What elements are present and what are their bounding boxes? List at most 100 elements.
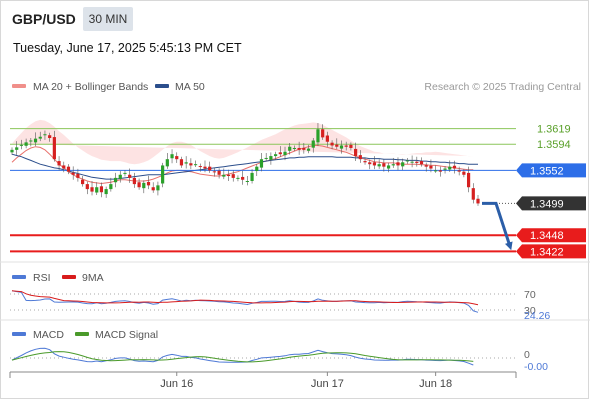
candle-down <box>52 137 56 160</box>
candle-up <box>10 149 14 153</box>
candles-group <box>10 123 480 206</box>
candle-down <box>62 165 66 169</box>
forecast-arrow <box>482 201 513 251</box>
candle-down <box>372 162 377 166</box>
candle-down <box>302 147 306 150</box>
candle-up <box>123 172 127 174</box>
candle-up <box>15 147 19 150</box>
candle-down <box>241 176 245 180</box>
candle-down <box>71 172 75 175</box>
ma50-legend-swatch <box>155 84 169 88</box>
candle-down <box>419 161 424 165</box>
x-tick-label: Jun 16 <box>160 378 193 390</box>
candle-up <box>184 162 188 164</box>
candle-down <box>457 170 461 172</box>
candle-down <box>363 161 367 163</box>
candle-up <box>250 172 254 181</box>
candle-down <box>462 171 466 175</box>
candle-down <box>179 159 184 166</box>
candle-down <box>198 166 202 168</box>
macd-signal-legend-label: MACD Signal <box>95 329 158 341</box>
candle-up <box>448 166 452 170</box>
ma50-legend-label: MA 50 <box>175 81 205 93</box>
candle-down <box>297 147 301 150</box>
macd-legend-label: MACD <box>33 329 64 341</box>
candle-up <box>104 189 108 195</box>
candle-up <box>156 185 160 191</box>
candle-down <box>146 181 151 186</box>
candle-up <box>401 162 405 167</box>
macd-current-label: -0.00 <box>524 361 548 373</box>
candle-up <box>222 174 226 177</box>
candle-down <box>99 186 104 193</box>
candle-down <box>137 182 141 188</box>
macd-signal-legend-swatch <box>75 332 89 336</box>
candle-down <box>330 142 334 146</box>
macd-zero-label: 0 <box>524 349 530 361</box>
candle-down <box>189 163 193 166</box>
bollinger-band-area <box>12 119 474 165</box>
candle-down <box>85 184 89 190</box>
candle-down <box>90 187 94 192</box>
candle-up <box>339 145 344 149</box>
current-price-label: 1.3499 <box>530 198 564 210</box>
candle-down <box>278 152 282 155</box>
pivot-label: 1.3552 <box>530 165 564 177</box>
candle-up <box>259 159 264 168</box>
candle-down <box>128 174 132 178</box>
candle-up <box>306 148 311 151</box>
candle-down <box>231 174 235 178</box>
candle-up <box>292 147 297 149</box>
support-tag-2 <box>516 244 586 259</box>
candle-up <box>113 177 118 183</box>
candle-up <box>24 142 28 146</box>
candle-up <box>273 154 278 157</box>
candle-down <box>226 174 231 177</box>
candle-down <box>424 165 428 167</box>
ma50-line <box>11 153 478 180</box>
candle-up <box>245 181 249 182</box>
candle-down <box>438 170 442 172</box>
candle-down <box>76 173 80 178</box>
candle-down <box>396 162 400 166</box>
candle-down <box>349 144 353 148</box>
candle-down <box>382 163 386 167</box>
candle-down <box>354 148 358 157</box>
candle-up <box>255 166 259 172</box>
candle-up <box>391 164 395 166</box>
candle-up <box>161 165 165 184</box>
x-tick-label: Jun 18 <box>419 378 452 390</box>
candle-up <box>269 156 273 160</box>
candle-down <box>471 188 475 200</box>
candle-down <box>81 179 85 185</box>
candle-up <box>434 170 438 172</box>
resistance-label-2: 1.3594 <box>537 139 571 151</box>
rsi-level-70-label: 70 <box>524 289 536 301</box>
candle-down <box>212 171 217 173</box>
credit-label: Research © 2025 Trading Central <box>424 81 581 93</box>
candle-down <box>66 166 71 172</box>
rsi-legend-swatch <box>12 275 26 279</box>
candle-up <box>405 160 409 162</box>
candle-up <box>264 157 268 159</box>
macd-line <box>11 347 474 366</box>
candle-down <box>175 156 179 160</box>
timestamp: Tuesday, June 17, 2025 5:45:13 PM CET <box>13 41 242 55</box>
candle-up <box>193 164 198 166</box>
current-price-tag <box>516 196 586 211</box>
candle-up <box>377 164 381 167</box>
support-label-2: 1.3422 <box>530 246 564 258</box>
candle-up <box>236 177 240 179</box>
candle-up <box>118 174 122 179</box>
candle-down <box>429 165 433 169</box>
rsi-ma-legend-label: 9MA <box>82 272 104 284</box>
candle-up <box>443 168 447 170</box>
timeframe-badge[interactable]: 30 MIN <box>83 7 133 31</box>
x-tick-label: Jun 17 <box>311 378 344 390</box>
candle-up <box>19 144 24 146</box>
rsi-ma-legend-swatch <box>62 275 76 279</box>
pair-title: GBP/USD <box>12 11 76 27</box>
candle-up <box>29 140 33 142</box>
macd-signal-line <box>11 351 474 363</box>
